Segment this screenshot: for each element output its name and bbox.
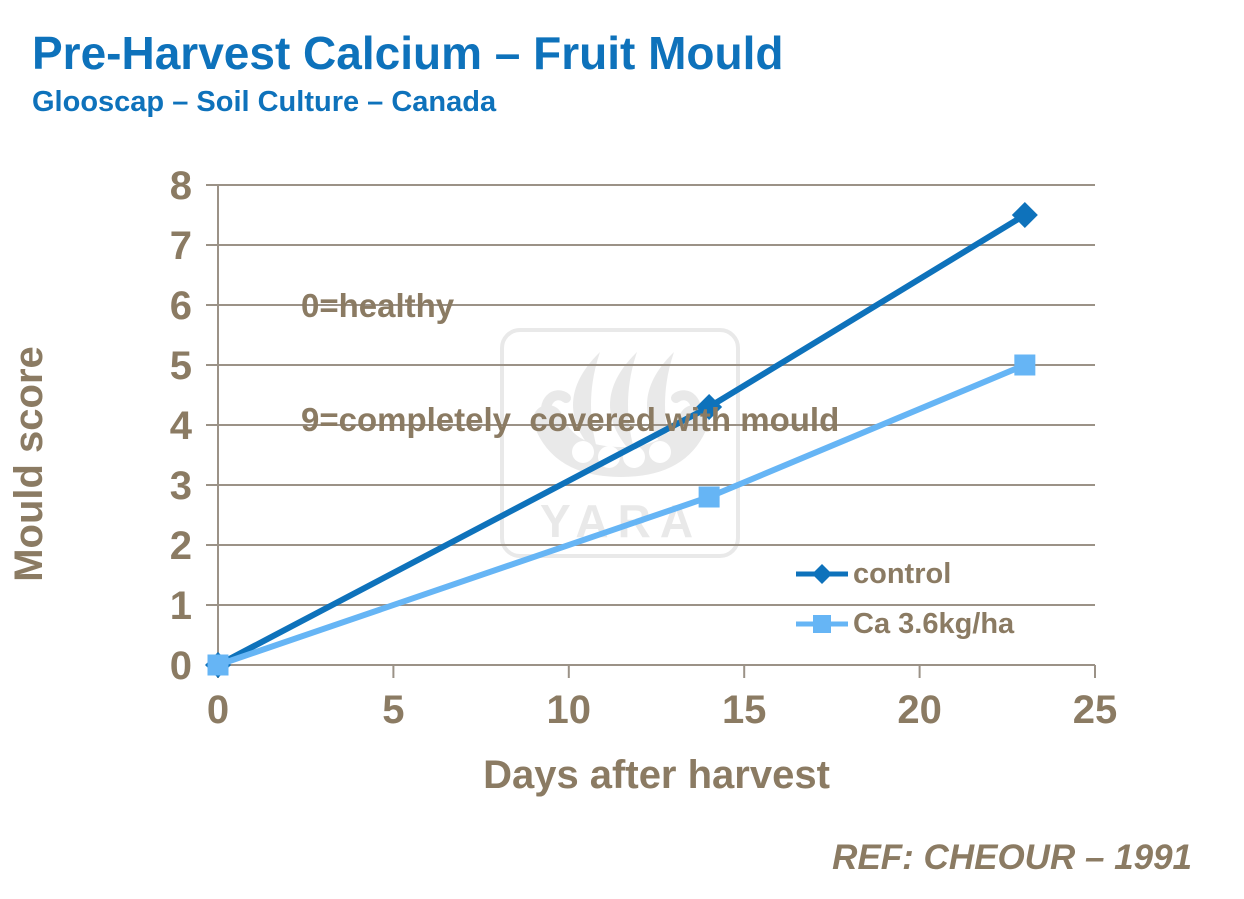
y-tick-label-6: 6 (170, 284, 192, 328)
legend-marker-control (796, 564, 848, 584)
y-tick-label-3: 3 (170, 464, 192, 508)
x-tick-label-10: 10 (547, 688, 592, 732)
chart-legend: control Ca 3.6kg/ha (796, 549, 1014, 649)
marker-square-ca-3-6kg-ha (1014, 354, 1036, 376)
chart-axes: 0 1 2 3 4 5 6 7 8 0 5 10 15 20 25 (170, 164, 1118, 732)
y-tick-label-5: 5 (170, 344, 192, 388)
score-scale-annotation-line-2: 9=completely covered with mould (301, 401, 840, 438)
y-tick-label-8: 8 (170, 164, 192, 208)
marker-square-ca-3-6kg-ha (698, 486, 720, 508)
x-tick-label-20: 20 (897, 688, 942, 732)
score-scale-annotation-line-1: 0=healthy (301, 287, 455, 324)
y-tick-label-4: 4 (170, 404, 193, 448)
legend-label-control: control (853, 557, 952, 590)
marker-diamond-control (696, 394, 723, 420)
yara-logo-text: YARA (540, 495, 702, 547)
slide-title: Pre-Harvest Calcium – Fruit Mould (32, 27, 784, 79)
legend-item-control: control (796, 549, 1014, 599)
marker-diamond-control (1011, 202, 1038, 228)
y-tick-label-7: 7 (170, 224, 192, 268)
y-tick-label-1: 1 (170, 584, 192, 628)
x-axis-title: Days after harvest (483, 753, 830, 797)
x-tick-label-5: 5 (382, 688, 404, 732)
yara-logo-frame (500, 328, 740, 558)
y-tick-label-0: 0 (170, 644, 192, 688)
reference-citation: REF: CHEOUR – 1991 (832, 838, 1192, 877)
x-tick-label-15: 15 (722, 688, 767, 732)
score-scale-annotation: 0=healthy 9=completely covered with moul… (301, 211, 839, 477)
y-axis-title: Mould score (7, 346, 51, 582)
y-tick-label-2: 2 (170, 524, 192, 568)
legend-item-ca-3-6kg-ha: Ca 3.6kg/ha (796, 599, 1014, 649)
legend-label-ca-3-6kg-ha: Ca 3.6kg/ha (853, 607, 1015, 640)
x-tick-label-0: 0 (207, 688, 229, 732)
legend-marker-ca-3-6kg-ha (796, 615, 848, 633)
x-tick-label-25: 25 (1073, 688, 1118, 732)
marker-square-ca-3-6kg-ha (207, 654, 229, 676)
slide-subtitle: Glooscap – Soil Culture – Canada (32, 86, 497, 118)
chart-series (205, 202, 1038, 678)
